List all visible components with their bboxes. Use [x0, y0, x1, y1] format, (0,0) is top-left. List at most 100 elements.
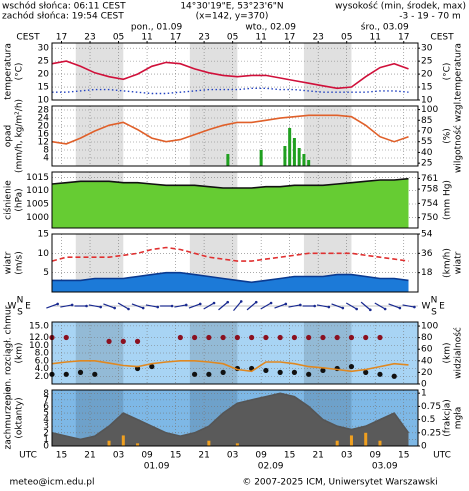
- line: [51, 114, 409, 145]
- bar: [136, 443, 140, 446]
- y2-axis-label: (%): [443, 128, 453, 144]
- area-edge: [52, 271, 409, 284]
- cloud-dot: [220, 334, 226, 341]
- bar: [107, 440, 111, 446]
- bar: [335, 440, 339, 446]
- y2-axis-label: mgła: [454, 407, 464, 430]
- wind-arrow: [117, 302, 129, 310]
- night-band: [189, 106, 238, 166]
- wind-arrow: [360, 301, 371, 311]
- night-band: [75, 106, 124, 166]
- night-band: [303, 43, 352, 100]
- cloud-dot: [306, 334, 312, 341]
- bar: [121, 435, 125, 446]
- y-tick-label: 28: [38, 106, 50, 116]
- y2-tick-label: 36: [421, 249, 433, 259]
- bar: [297, 148, 301, 166]
- y-tick-label: 0: [43, 442, 49, 452]
- top-hour-label: 17: [56, 33, 67, 43]
- wind-arrow: [374, 302, 386, 310]
- wind-arrow: [131, 303, 144, 309]
- y-tick-label: 8: [43, 146, 49, 156]
- y-tick-label: 2: [43, 428, 49, 438]
- cloud-dot: [334, 334, 340, 341]
- y-axis-label: zachmurzenie: [4, 386, 14, 450]
- grid-point: (x=142, y=370): [196, 12, 269, 22]
- y2-tick-label: 85: [421, 116, 432, 126]
- bar: [288, 128, 292, 166]
- bottom-day-label: 03.09: [372, 462, 398, 472]
- bottom-hour-label: 15: [56, 451, 67, 461]
- wind-arrow-head: [56, 302, 59, 306]
- y2-tick-label: 40: [421, 356, 433, 366]
- y-tick-label: 4: [43, 415, 49, 425]
- panel-frame: [51, 389, 419, 447]
- y-tick-label: 15.0: [29, 321, 49, 331]
- wind-arrow-head: [226, 300, 230, 304]
- top-hour-label: 17: [284, 33, 295, 43]
- bottom-hour-label: 09: [369, 451, 381, 461]
- y-tick-label: 20: [38, 122, 50, 132]
- wind-arrow: [60, 304, 73, 308]
- wind-arrow: [188, 303, 201, 309]
- cloud-dot: [277, 334, 283, 341]
- wind-arrow: [46, 303, 58, 309]
- y2-tick-label: 0.75: [421, 402, 441, 412]
- bottom-day-label: 01.09: [144, 462, 170, 472]
- cloud-dot: [291, 369, 298, 375]
- wind-arrow-head: [413, 305, 416, 309]
- cloud-dot: [206, 334, 212, 341]
- bottom-hour-label: 21: [312, 451, 323, 461]
- cloud-dot: [134, 338, 141, 344]
- wind-arrow-head: [239, 300, 243, 303]
- y-tick-label: 12.0: [29, 333, 49, 343]
- compass-label: E: [25, 302, 31, 312]
- sunset: zachód słońca: 19:54 CEST: [2, 11, 124, 22]
- wind-arrow: [233, 301, 242, 311]
- y-tick-label: 2.0: [35, 372, 50, 382]
- wind-arrow-head: [113, 306, 116, 310]
- y-tick-label: 5: [43, 268, 49, 278]
- top-hour-label: 11: [369, 33, 380, 43]
- cloud-dot: [291, 334, 298, 341]
- top-hour-label: 23: [198, 33, 209, 43]
- panel-frame: [51, 233, 419, 293]
- cloud-dot: [391, 373, 397, 379]
- elevation: -3 - 19 - 70 m: [399, 12, 460, 22]
- wind-arrow-head: [284, 302, 288, 306]
- y2-tick-label: 60: [421, 345, 433, 355]
- y-axis-label: ciśnienie: [3, 180, 14, 220]
- bar: [283, 146, 287, 166]
- wind-arrow: [274, 303, 286, 309]
- cloud-dot: [234, 334, 240, 341]
- y2-tick-label: 100: [421, 322, 438, 332]
- y2-tick-label: 100: [421, 105, 438, 115]
- cloud-dot: [106, 338, 112, 344]
- bar: [307, 160, 311, 166]
- zone-top-right: CEST: [430, 33, 454, 43]
- email: meteo@icm.edu.pl: [10, 478, 95, 488]
- area: [52, 393, 409, 446]
- cloud-dot: [177, 334, 183, 341]
- wind-arrow-head: [254, 300, 258, 304]
- wind-arrow-head: [313, 304, 316, 308]
- y2-tick-label: 80: [421, 333, 433, 343]
- wind-arrow: [345, 302, 357, 310]
- y-axis-label: wiatr: [4, 251, 14, 274]
- y-tick-label: 1005: [26, 200, 49, 210]
- compass-label: S: [17, 308, 23, 318]
- area: [52, 178, 409, 228]
- top-hour-label: 05: [227, 33, 238, 43]
- top-hour-label: 11: [255, 33, 266, 43]
- top-day-label: śro., 03.09: [361, 22, 409, 33]
- panel-frame: [51, 321, 419, 385]
- cloud-dot: [363, 334, 369, 341]
- y-tick-label: 8.0: [35, 349, 50, 359]
- wind-arrow-head: [269, 301, 273, 305]
- bar: [378, 440, 382, 446]
- y2-axis-label: wilgotność wzgl.: [453, 99, 464, 173]
- top-day-label: wto., 02.09: [245, 23, 296, 33]
- wind-arrow-head: [369, 308, 372, 312]
- compass-label: S: [431, 308, 437, 318]
- panel-background: [52, 106, 418, 166]
